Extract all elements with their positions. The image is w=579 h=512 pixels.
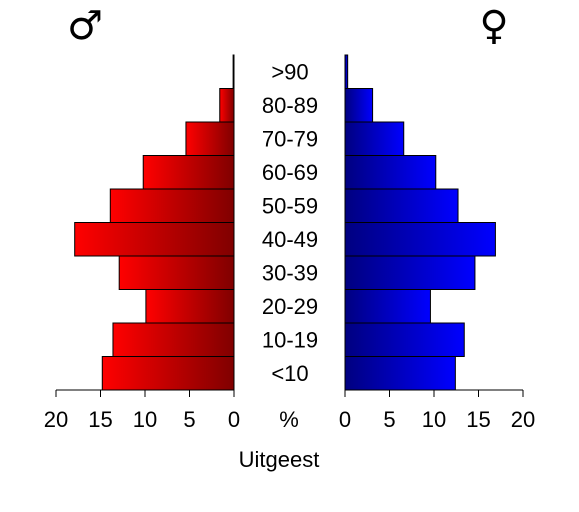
bar [145,289,235,324]
category-label: 80-89 [262,93,318,118]
x-axis-label: % [279,407,299,432]
x-tick-label: 20 [44,407,68,432]
chart-title: Uitgeest [239,447,320,472]
category-label: 60-69 [262,160,318,185]
x-tick-label: 20 [511,407,535,432]
category-label: <10 [271,361,308,386]
bar [109,188,235,223]
x-tick-label: 10 [133,407,157,432]
category-label: >90 [271,60,308,85]
bar [185,121,235,156]
x-tick-label: 5 [383,407,395,432]
bar [344,222,496,257]
bar [344,155,437,190]
bar [344,289,431,324]
x-tick-label: 5 [183,407,195,432]
bar [344,121,405,156]
category-label: 10-19 [262,328,318,353]
bar [344,54,349,89]
bar [74,222,235,257]
male-symbol: ♂ [67,3,103,49]
bar [219,88,235,123]
x-tick-label: 15 [466,407,490,432]
x-tick-label: 15 [88,407,112,432]
category-label: 20-29 [262,294,318,319]
x-tick-label: 10 [422,407,446,432]
category-label: 70-79 [262,127,318,152]
bar [112,322,235,357]
category-label: 50-59 [262,194,318,219]
female-symbol: ♀ [479,3,508,49]
bar [344,255,476,290]
category-label: 30-39 [262,261,318,286]
category-label: 40-49 [262,227,318,252]
bar [344,356,456,391]
bar [344,188,459,223]
bar [142,155,235,190]
bar [344,322,465,357]
bar [101,356,235,391]
bar [344,88,374,123]
x-tick-label: 0 [228,407,240,432]
bar [118,255,235,290]
bar [232,54,235,89]
x-tick-label: 0 [339,407,351,432]
